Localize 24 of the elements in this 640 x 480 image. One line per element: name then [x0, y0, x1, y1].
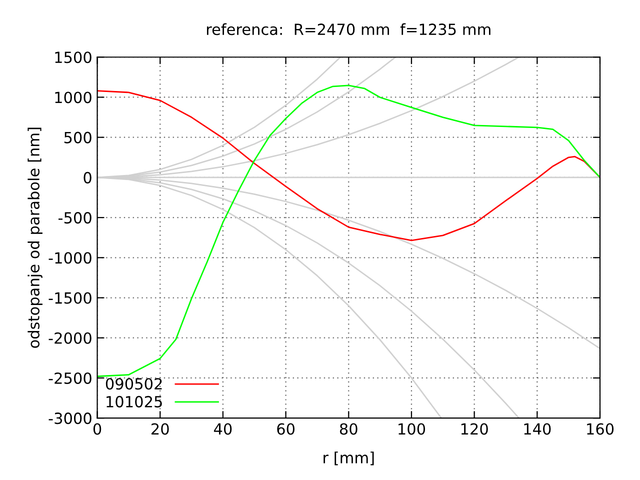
y-tick-label: 1500 — [55, 52, 92, 64]
legend-label: 101025 — [106, 396, 162, 408]
y-axis-title: odstopanje od parabole [nm] — [28, 128, 42, 348]
x-tick-label: 0 — [93, 423, 102, 435]
y-tick-label: -1500 — [48, 292, 92, 304]
chart-title: referenca: R=2470 mm f=1235 mm — [206, 23, 490, 36]
y-tick-label: -1000 — [48, 252, 92, 264]
x-tick-label: 20 — [152, 423, 169, 435]
legend-label: 090502 — [106, 378, 162, 390]
x-tick-label: 140 — [524, 423, 551, 435]
x-tick-label: 120 — [461, 423, 488, 435]
x-tick-label: 40 — [214, 423, 232, 435]
y-tick-label: -2500 — [48, 372, 92, 384]
y-tick-label: 500 — [64, 132, 92, 144]
x-tick-label: 80 — [340, 423, 358, 435]
x-tick-label: 60 — [277, 423, 295, 435]
x-tick-label: 160 — [587, 423, 614, 435]
x-axis-title: r [mm] — [324, 452, 374, 466]
y-tick-label: 0 — [84, 172, 92, 184]
y-tick-label: -2000 — [48, 332, 92, 344]
y-tick-label: 1000 — [55, 92, 92, 104]
y-tick-label: -3000 — [48, 412, 92, 424]
x-tick-label: 100 — [398, 423, 426, 435]
y-tick-label: -500 — [58, 212, 92, 224]
